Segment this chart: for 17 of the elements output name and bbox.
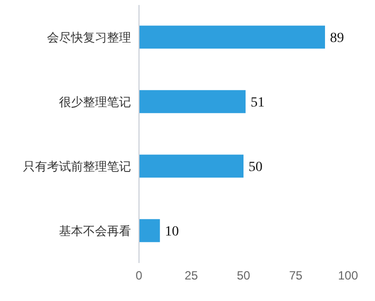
x-tick-label: 25 <box>184 268 198 283</box>
bar <box>139 154 244 178</box>
x-tick-label: 50 <box>236 268 250 283</box>
y-tick-label: 会尽快复习整理 <box>47 30 131 45</box>
y-tick-label: 基本不会再看 <box>59 224 131 238</box>
x-tick-label: 75 <box>289 268 303 283</box>
data-label: 10 <box>164 224 179 240</box>
y-tick-label: 很少整理笔记 <box>59 95 131 110</box>
bar <box>139 219 160 242</box>
x-tick-label: 0 <box>136 268 143 283</box>
data-label: 51 <box>250 96 265 111</box>
bar <box>139 26 326 49</box>
y-tick-label: 只有考试前整理笔记 <box>23 160 131 174</box>
data-label: 89 <box>330 31 344 46</box>
x-tick-label: 100 <box>338 268 358 283</box>
bar <box>139 90 246 114</box>
data-label: 50 <box>248 160 262 176</box>
